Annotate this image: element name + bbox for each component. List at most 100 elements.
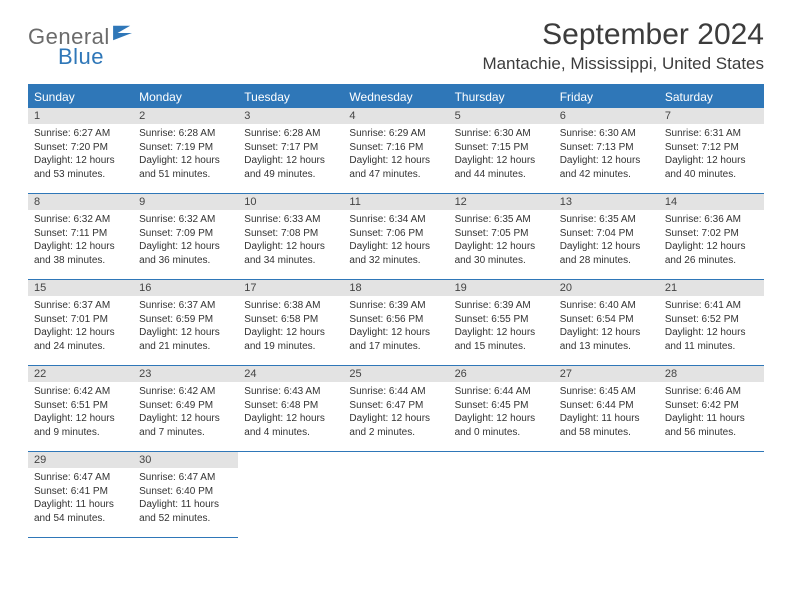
cell-body: Sunrise: 6:35 AMSunset: 7:05 PMDaylight:…	[449, 210, 554, 273]
sunset-text: Sunset: 7:19 PM	[139, 141, 232, 155]
daylight-text: and 26 minutes.	[665, 254, 758, 268]
empty-cell	[659, 452, 764, 538]
sunrise-text: Sunrise: 6:37 AM	[139, 299, 232, 313]
empty-cell	[449, 452, 554, 538]
empty-cell	[554, 452, 659, 538]
sunrise-text: Sunrise: 6:47 AM	[34, 471, 127, 485]
logo-flag-icon	[112, 24, 134, 47]
daylight-text: and 56 minutes.	[665, 426, 758, 440]
calendar-cell: 12Sunrise: 6:35 AMSunset: 7:05 PMDayligh…	[449, 194, 554, 280]
logo-text-block: General Blue	[28, 24, 110, 70]
daylight-text: and 30 minutes.	[455, 254, 548, 268]
day-number: 4	[343, 108, 448, 124]
day-number: 12	[449, 194, 554, 210]
sunset-text: Sunset: 6:52 PM	[665, 313, 758, 327]
calendar-cell: 11Sunrise: 6:34 AMSunset: 7:06 PMDayligh…	[343, 194, 448, 280]
day-number: 30	[133, 452, 238, 468]
sunset-text: Sunset: 6:56 PM	[349, 313, 442, 327]
sunrise-text: Sunrise: 6:43 AM	[244, 385, 337, 399]
daylight-text: and 54 minutes.	[34, 512, 127, 526]
cell-body: Sunrise: 6:37 AMSunset: 6:59 PMDaylight:…	[133, 296, 238, 359]
daylight-text: Daylight: 12 hours	[139, 412, 232, 426]
sunrise-text: Sunrise: 6:33 AM	[244, 213, 337, 227]
calendar-cell: 22Sunrise: 6:42 AMSunset: 6:51 PMDayligh…	[28, 366, 133, 452]
day-number: 1	[28, 108, 133, 124]
calendar-cell: 15Sunrise: 6:37 AMSunset: 7:01 PMDayligh…	[28, 280, 133, 366]
daylight-text: Daylight: 12 hours	[139, 326, 232, 340]
daylight-text: Daylight: 12 hours	[244, 154, 337, 168]
daylight-text: and 19 minutes.	[244, 340, 337, 354]
sunset-text: Sunset: 7:20 PM	[34, 141, 127, 155]
sunset-text: Sunset: 7:15 PM	[455, 141, 548, 155]
daylight-text: Daylight: 12 hours	[560, 240, 653, 254]
daylight-text: Daylight: 11 hours	[139, 498, 232, 512]
calendar-cell: 24Sunrise: 6:43 AMSunset: 6:48 PMDayligh…	[238, 366, 343, 452]
calendar-cell: 2Sunrise: 6:28 AMSunset: 7:19 PMDaylight…	[133, 108, 238, 194]
cell-body: Sunrise: 6:47 AMSunset: 6:41 PMDaylight:…	[28, 468, 133, 531]
sunset-text: Sunset: 6:45 PM	[455, 399, 548, 413]
sunset-text: Sunset: 7:09 PM	[139, 227, 232, 241]
cell-body: Sunrise: 6:44 AMSunset: 6:45 PMDaylight:…	[449, 382, 554, 445]
daylight-text: Daylight: 12 hours	[349, 154, 442, 168]
cell-body: Sunrise: 6:41 AMSunset: 6:52 PMDaylight:…	[659, 296, 764, 359]
logo-text-blue: Blue	[58, 44, 110, 70]
daylight-text: and 42 minutes.	[560, 168, 653, 182]
calendar-cell: 27Sunrise: 6:45 AMSunset: 6:44 PMDayligh…	[554, 366, 659, 452]
calendar-cell: 28Sunrise: 6:46 AMSunset: 6:42 PMDayligh…	[659, 366, 764, 452]
sunset-text: Sunset: 7:02 PM	[665, 227, 758, 241]
day-number: 3	[238, 108, 343, 124]
day-number: 25	[343, 366, 448, 382]
sunrise-text: Sunrise: 6:35 AM	[455, 213, 548, 227]
day-header: Friday	[554, 86, 659, 108]
daylight-text: and 53 minutes.	[34, 168, 127, 182]
cell-body: Sunrise: 6:30 AMSunset: 7:13 PMDaylight:…	[554, 124, 659, 187]
day-number: 11	[343, 194, 448, 210]
calendar-cell: 17Sunrise: 6:38 AMSunset: 6:58 PMDayligh…	[238, 280, 343, 366]
cell-body: Sunrise: 6:32 AMSunset: 7:11 PMDaylight:…	[28, 210, 133, 273]
sunrise-text: Sunrise: 6:44 AM	[455, 385, 548, 399]
daylight-text: and 38 minutes.	[34, 254, 127, 268]
sunset-text: Sunset: 7:08 PM	[244, 227, 337, 241]
calendar-cell: 26Sunrise: 6:44 AMSunset: 6:45 PMDayligh…	[449, 366, 554, 452]
sunset-text: Sunset: 6:42 PM	[665, 399, 758, 413]
daylight-text: and 51 minutes.	[139, 168, 232, 182]
sunrise-text: Sunrise: 6:31 AM	[665, 127, 758, 141]
sunrise-text: Sunrise: 6:37 AM	[34, 299, 127, 313]
cell-body: Sunrise: 6:31 AMSunset: 7:12 PMDaylight:…	[659, 124, 764, 187]
cell-body: Sunrise: 6:42 AMSunset: 6:49 PMDaylight:…	[133, 382, 238, 445]
cell-body: Sunrise: 6:30 AMSunset: 7:15 PMDaylight:…	[449, 124, 554, 187]
day-number: 22	[28, 366, 133, 382]
month-title: September 2024	[482, 18, 764, 52]
daylight-text: and 44 minutes.	[455, 168, 548, 182]
daylight-text: and 47 minutes.	[349, 168, 442, 182]
sunrise-text: Sunrise: 6:42 AM	[139, 385, 232, 399]
cell-body: Sunrise: 6:29 AMSunset: 7:16 PMDaylight:…	[343, 124, 448, 187]
day-header: Sunday	[28, 86, 133, 108]
sunrise-text: Sunrise: 6:39 AM	[455, 299, 548, 313]
sunrise-text: Sunrise: 6:40 AM	[560, 299, 653, 313]
sunrise-text: Sunrise: 6:28 AM	[139, 127, 232, 141]
daylight-text: and 49 minutes.	[244, 168, 337, 182]
day-number: 5	[449, 108, 554, 124]
day-number: 13	[554, 194, 659, 210]
daylight-text: and 34 minutes.	[244, 254, 337, 268]
sunrise-text: Sunrise: 6:30 AM	[455, 127, 548, 141]
cell-body: Sunrise: 6:28 AMSunset: 7:19 PMDaylight:…	[133, 124, 238, 187]
calendar-cell: 13Sunrise: 6:35 AMSunset: 7:04 PMDayligh…	[554, 194, 659, 280]
sunset-text: Sunset: 7:16 PM	[349, 141, 442, 155]
daylight-text: and 58 minutes.	[560, 426, 653, 440]
day-number: 7	[659, 108, 764, 124]
day-header: Monday	[133, 86, 238, 108]
daylight-text: Daylight: 12 hours	[455, 240, 548, 254]
daylight-text: Daylight: 11 hours	[560, 412, 653, 426]
sunrise-text: Sunrise: 6:42 AM	[34, 385, 127, 399]
sunset-text: Sunset: 7:01 PM	[34, 313, 127, 327]
daylight-text: Daylight: 12 hours	[139, 240, 232, 254]
cell-body: Sunrise: 6:39 AMSunset: 6:55 PMDaylight:…	[449, 296, 554, 359]
sunrise-text: Sunrise: 6:27 AM	[34, 127, 127, 141]
daylight-text: Daylight: 12 hours	[34, 240, 127, 254]
calendar-cell: 8Sunrise: 6:32 AMSunset: 7:11 PMDaylight…	[28, 194, 133, 280]
empty-cell	[343, 452, 448, 538]
cell-body: Sunrise: 6:39 AMSunset: 6:56 PMDaylight:…	[343, 296, 448, 359]
sunset-text: Sunset: 7:13 PM	[560, 141, 653, 155]
